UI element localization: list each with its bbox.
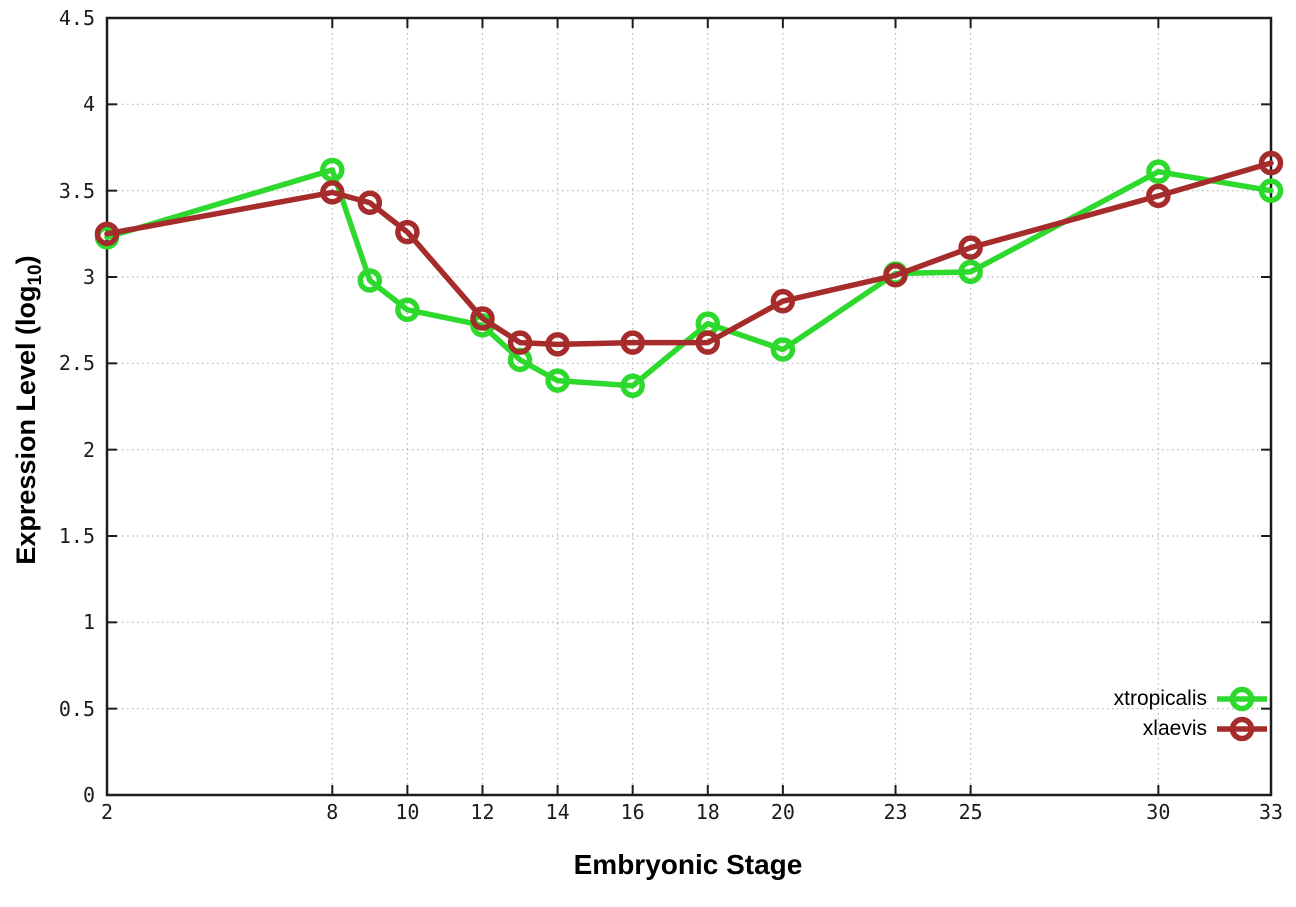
y-tick-label: 1: [82, 610, 95, 635]
data-point-marker-xlaevis: [94, 221, 120, 247]
y-axis-label-close: ): [11, 255, 41, 265]
data-point-marker-xtropicalis: [1146, 159, 1171, 184]
data-point-marker-xtropicalis: [770, 337, 796, 362]
x-tick-label: 8: [326, 800, 339, 824]
y-tick-label: 0: [82, 783, 95, 807]
data-point-marker-xlaevis: [545, 332, 570, 357]
x-tick-label: 30: [1146, 800, 1171, 824]
legend-marker-icon: [1217, 686, 1267, 712]
x-axis-label: Embryonic Stage: [573, 849, 803, 880]
legend-marker-icon: [1217, 716, 1267, 742]
data-point-marker-xlaevis: [470, 306, 495, 331]
data-point-marker-xtropicalis: [958, 259, 983, 285]
data-point-marker-xtropicalis: [620, 373, 645, 399]
x-tick-label: 16: [620, 800, 645, 824]
y-tick-label: 1.5: [58, 524, 95, 548]
data-point-marker-xlaevis: [1258, 150, 1284, 176]
legend-label: xlaevis: [1142, 717, 1207, 740]
data-point-marker-xlaevis: [320, 180, 345, 205]
y-tick-label: 4.5: [58, 6, 95, 30]
y-tick-label: 0.5: [58, 696, 95, 721]
data-point-marker-xtropicalis: [395, 297, 420, 323]
data-point-marker-xlaevis: [958, 235, 983, 260]
x-tick-label: 23: [883, 800, 908, 824]
data-point-marker-xlaevis: [620, 330, 645, 355]
x-tick-label: 33: [1258, 800, 1284, 824]
data-point-marker-xtropicalis: [357, 268, 383, 293]
y-tick-label: 2.5: [58, 351, 95, 376]
data-point-marker-xlaevis: [883, 263, 908, 288]
data-point-marker-xlaevis: [1146, 183, 1171, 209]
x-tick-label: 10: [395, 800, 420, 824]
x-tick-label: 14: [545, 800, 570, 824]
data-point-marker-xtropicalis: [320, 157, 345, 183]
x-tick-label: 2: [100, 800, 114, 824]
y-axis-label: Expression Level (log10): [11, 110, 46, 710]
data-point-marker-xlaevis: [770, 288, 796, 314]
legend-label: xtropicalis: [1113, 687, 1207, 710]
data-point-marker-xlaevis: [507, 330, 533, 355]
y-axis-label-text: Expression Level (log: [11, 285, 41, 565]
x-tick-label: 12: [470, 800, 495, 824]
data-point-marker-xlaevis: [357, 190, 383, 216]
legend-entry-xlaevis: xlaevis: [1114, 714, 1268, 744]
legend: xtropicalis xlaevis: [1114, 684, 1268, 744]
y-tick-label: 3: [82, 265, 95, 289]
data-point-marker-xtropicalis: [1258, 178, 1284, 203]
data-point-marker-xlaevis: [695, 330, 721, 355]
data-point-marker-xlaevis: [395, 219, 420, 245]
y-tick-label: 2: [82, 437, 95, 462]
legend-entry-xtropicalis: xtropicalis: [1114, 684, 1268, 714]
y-axis-label-subscript: 10: [25, 264, 46, 286]
data-point-marker-xtropicalis: [545, 368, 570, 393]
y-tick-label: 4: [82, 92, 95, 117]
x-tick-label: 25: [958, 800, 983, 824]
x-tick-label: 18: [695, 800, 720, 824]
y-tick-label: 3.5: [58, 178, 95, 203]
x-tick-label: 20: [770, 800, 795, 824]
plot-border: [105, 16, 1273, 797]
series-line-xlaevis: [104, 160, 1274, 348]
